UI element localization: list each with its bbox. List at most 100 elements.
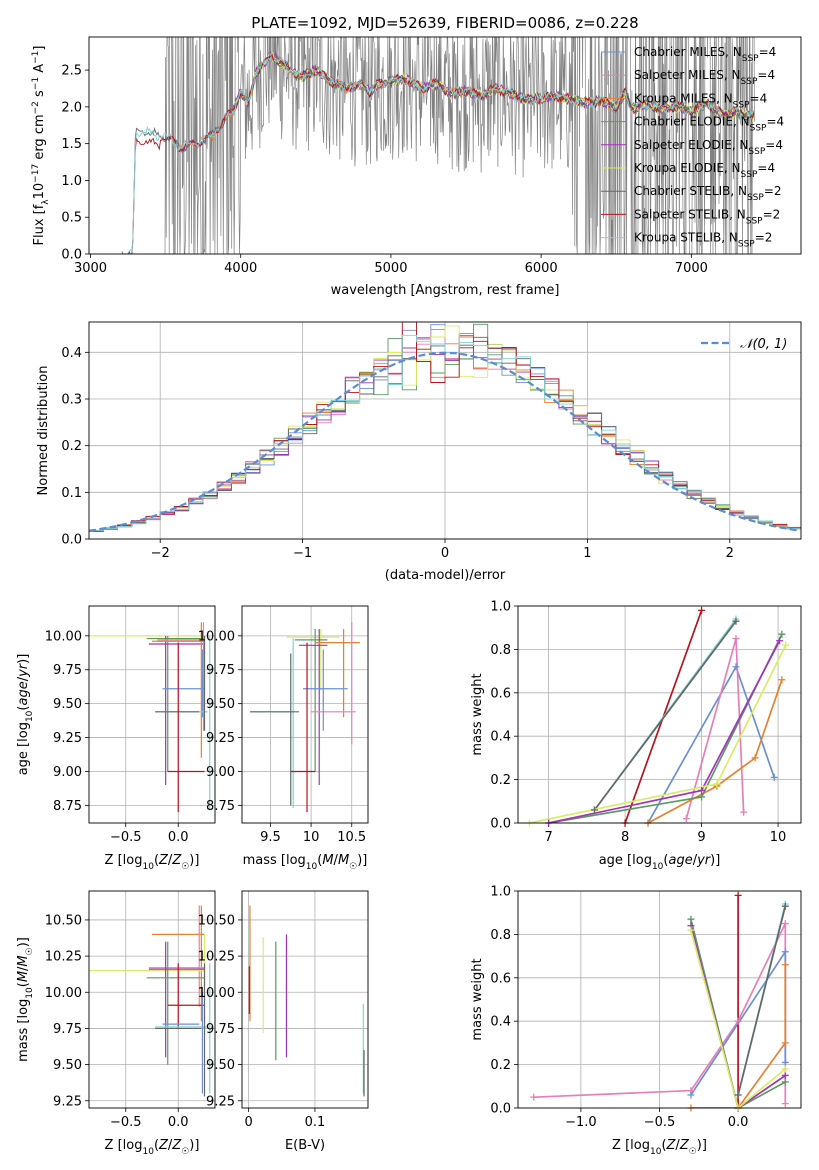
y-axis-label-part: )] xyxy=(16,937,31,947)
legend-entry: Kroupa MILES, NSSP=4 xyxy=(634,91,767,110)
x-axis-label: wavelength [Angstrom, rest frame] xyxy=(331,283,560,298)
x-axis-label: (data-model)/error xyxy=(385,568,506,583)
y-axis-label-part: mass [log xyxy=(16,999,31,1062)
x-axis-label-part: )] xyxy=(710,853,720,868)
plot-area xyxy=(248,905,365,1097)
y-tick-label: 9.00 xyxy=(206,765,235,780)
model-line-salpeter_elodie xyxy=(234,50,754,118)
x-axis-label-part: ☉ xyxy=(349,862,357,872)
y-axis-label: age [log10(age/yr)] xyxy=(16,654,35,776)
y-axis-label-part: erg cm xyxy=(32,114,47,163)
weight-marker-salpeter_miles xyxy=(740,808,748,816)
legend-entry: Kroupa ELODIE, NSSP=4 xyxy=(634,161,775,180)
x-tick-label: 0.0 xyxy=(728,1115,749,1130)
x-axis-label-part: ( xyxy=(663,853,668,868)
y-axis-label-part: )] xyxy=(16,654,31,664)
y-axis-label-part: 10 xyxy=(32,183,47,200)
y-axis-label-part: M xyxy=(16,955,31,966)
legend-entry-part: Kroupa STELIB, N xyxy=(634,231,738,245)
panel-mass_vs_Z: −0.5 0.0 9.25 9.50 9.75 10.00 10.25 10.50 Z [log… xyxy=(16,890,216,1157)
x-axis-label-part: Z [log xyxy=(612,1138,650,1153)
weight-marker-salpeter_elodie xyxy=(781,1071,789,1079)
x-tick-label: −0.5 xyxy=(110,1115,142,1130)
legend-entry-part: Salpeter ELODIE, N xyxy=(634,138,748,152)
y-axis-label-part: age xyxy=(16,681,31,705)
y-axis-label-part: M xyxy=(16,971,31,982)
weight-line-kroupa_miles xyxy=(690,964,787,1108)
weight-marker-chabrier_elodie xyxy=(778,630,786,638)
weight-marker-salpeter_stelib xyxy=(734,891,742,899)
x-tick-label: 10.5 xyxy=(337,830,366,845)
y-tick-label: 10.25 xyxy=(198,950,235,965)
weight-marker-kroupa_miles xyxy=(781,961,789,969)
legend-entry: Salpeter ELODIE, NSSP=4 xyxy=(634,138,783,157)
plot-area xyxy=(89,322,801,532)
x-axis-label-part: ( xyxy=(154,1138,159,1153)
y-tick-label: 9.00 xyxy=(53,765,82,780)
axes-frame xyxy=(241,890,369,1109)
weight-line-kroupa_elodie xyxy=(690,929,786,1108)
x-axis-label-part: ( xyxy=(154,853,159,868)
y-tick-label: 10.00 xyxy=(45,629,82,644)
figure-title: PLATE=1092, MJD=52639, FIBERID=0086, z=0… xyxy=(251,14,638,32)
y-tick-label: 10.25 xyxy=(45,950,82,965)
x-axis-label-part: / xyxy=(334,853,339,868)
legend-entry: Chabrier ELODIE, NSSP=4 xyxy=(634,115,784,134)
y-tick-label: 0.6 xyxy=(490,971,511,986)
y-axis-label-part: −1 xyxy=(31,77,41,90)
histogram-salpeter_stelib xyxy=(89,322,801,532)
legend-entry-part: =4 xyxy=(757,161,775,175)
weight-marker-chabrier_miles xyxy=(781,1058,789,1066)
y-tick-label: 0.2 xyxy=(61,439,82,454)
legend-entry-part: SSP xyxy=(750,124,767,134)
weight-marker-salpeter_miles xyxy=(781,1100,789,1108)
y-axis-label-part: −2 xyxy=(31,101,41,114)
weight-marker-kroupa_miles xyxy=(751,754,759,762)
x-tick-label: −2 xyxy=(151,546,170,561)
x-tick-label: −1 xyxy=(293,546,312,561)
legend-entry-part: SSP xyxy=(747,193,764,203)
y-tick-label: 9.50 xyxy=(206,1058,235,1073)
y-axis-label: Flux [fλ10−17 erg cm−2 s−1 A−1] xyxy=(31,46,51,246)
x-axis-label-part: yr xyxy=(696,853,712,868)
x-axis-label: mass [log10(M/M☉)] xyxy=(243,853,368,872)
y-tick-label: 8.75 xyxy=(206,799,235,814)
legend-entry-part: SSP xyxy=(746,216,763,226)
y-axis-label-part: ( xyxy=(16,706,31,711)
x-axis-label-part: Z xyxy=(679,1138,690,1153)
y-axis-label-part: / xyxy=(16,676,31,681)
y-tick-label: 10.00 xyxy=(198,629,235,644)
x-axis-label-part: ☉ xyxy=(181,862,189,872)
y-axis-label-part: s xyxy=(32,90,47,101)
y-tick-label: 9.75 xyxy=(206,1022,235,1037)
y-axis-label-part: age [log xyxy=(16,722,31,775)
legend-entry: Salpeter STELIB, NSSP=2 xyxy=(634,207,780,226)
x-tick-label: 0 xyxy=(244,1115,252,1130)
y-axis-label-part: −1 xyxy=(31,51,41,64)
legend-entry-part: SSP xyxy=(748,147,765,157)
y-tick-label: 1.5 xyxy=(61,137,82,152)
x-tick-label: 7000 xyxy=(675,261,708,276)
x-axis-label-part: 10 xyxy=(142,862,154,872)
axes-frame xyxy=(88,36,802,255)
legend-entry-part: =4 xyxy=(759,45,777,59)
legend-entry-part: SSP xyxy=(741,77,758,87)
x-tick-label: 4000 xyxy=(224,261,257,276)
x-axis-label-part: Z xyxy=(158,853,169,868)
y-axis-label-part: ] xyxy=(32,46,47,51)
y-tick-label: 0.3 xyxy=(61,393,82,408)
axes-frame xyxy=(517,890,802,1109)
x-tick-label: 3000 xyxy=(74,261,107,276)
x-axis-label-part: age xyxy=(668,853,692,868)
y-axis-label: Normed distribution xyxy=(36,366,51,496)
legend-entry-part: SSP xyxy=(738,240,755,250)
weight-marker-chabrier_elodie xyxy=(687,915,695,923)
x-axis-label-part: 10 xyxy=(306,862,318,872)
y-axis-label-part: Flux [f xyxy=(32,204,47,245)
weight-marker-kroupa_elodie xyxy=(782,641,790,649)
y-tick-label: 0.0 xyxy=(490,1102,511,1117)
legend-entry-part: Kroupa ELODIE, N xyxy=(634,161,741,175)
weight-marker-chabrier_stelib xyxy=(590,806,598,814)
x-axis-label-part: Z xyxy=(171,853,182,868)
